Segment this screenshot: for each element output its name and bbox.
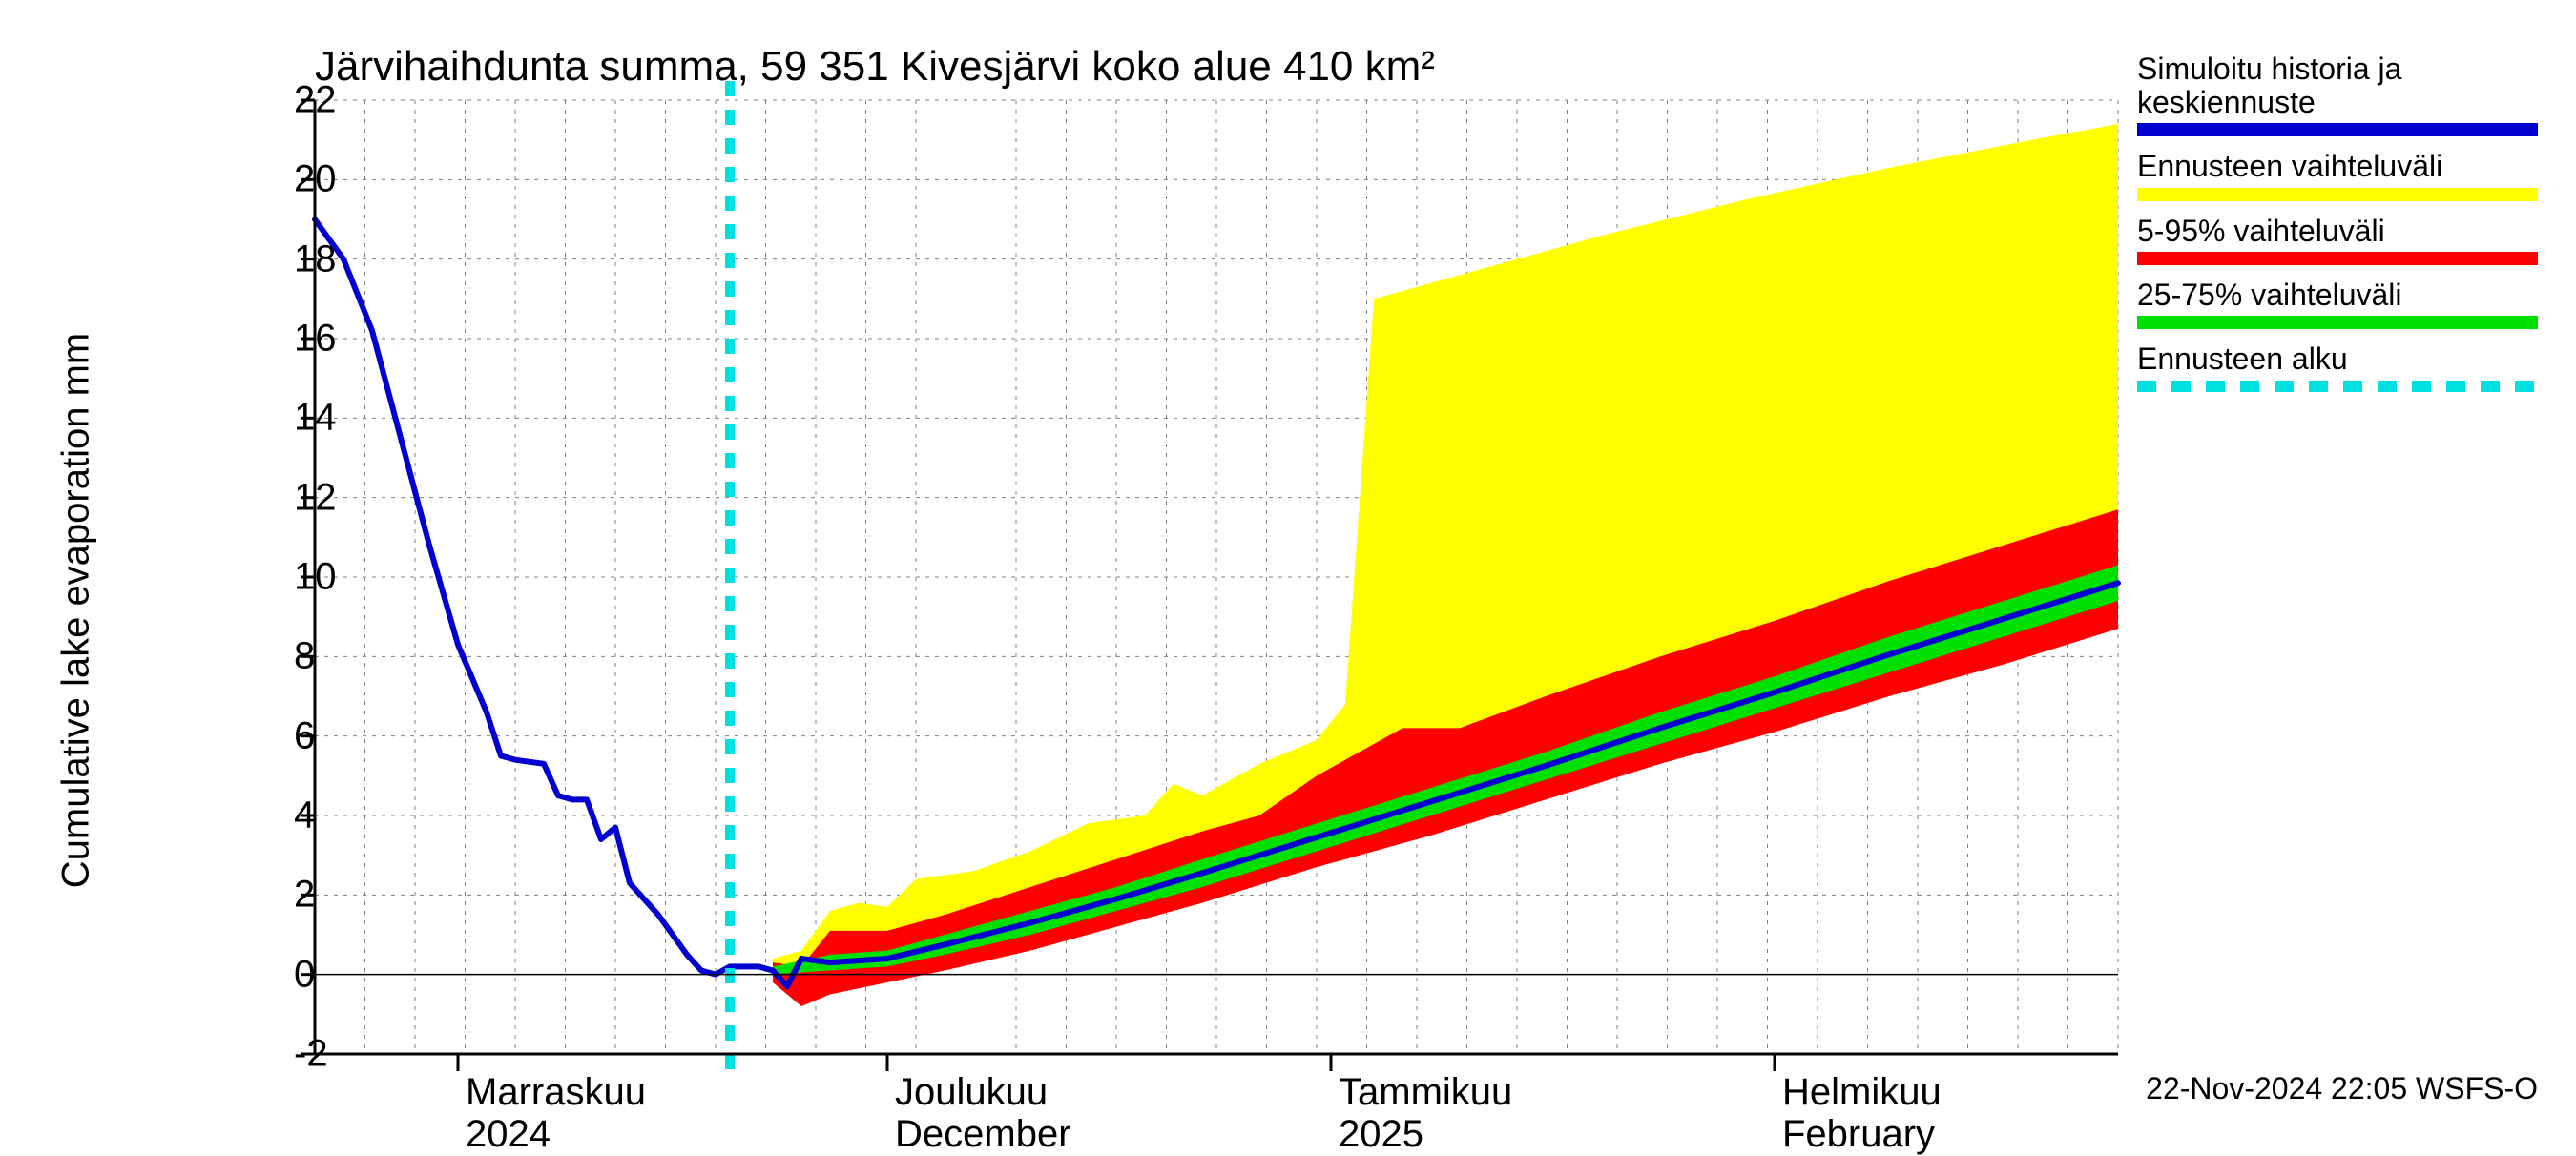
plot-area: -20246810121416182022Marraskuu2024Jouluk… (315, 100, 2118, 1054)
legend-label: 5-95% vaihteluväli (2137, 215, 2538, 248)
legend: Simuloitu historia ja keskiennuste Ennust… (2137, 52, 2538, 406)
xtick-label-bottom: February (1782, 1113, 1935, 1156)
y-axis-label: Cumulative lake evaporation mm (55, 333, 98, 888)
legend-swatch (2137, 188, 2538, 201)
xtick-label-bottom: December (895, 1113, 1071, 1156)
legend-swatch (2137, 380, 2538, 393)
legend-swatch (2137, 316, 2538, 329)
chart-page: Järvihaihdunta summa, 59 351 Kivesjärvi … (0, 0, 2576, 1145)
plot-svg (315, 100, 2118, 1054)
legend-swatch (2137, 123, 2538, 136)
xtick-label-top: Joulukuu (895, 1071, 1048, 1114)
xtick-label-top: Marraskuu (466, 1071, 646, 1114)
legend-swatch (2137, 252, 2538, 265)
xtick-label-top: Helmikuu (1782, 1071, 1942, 1114)
xtick-label-top: Tammikuu (1339, 1071, 1512, 1114)
xtick-label-bottom: 2025 (1339, 1113, 1423, 1156)
chart-title: Järvihaihdunta summa, 59 351 Kivesjärvi … (315, 43, 1435, 91)
legend-label: Simuloitu historia ja keskiennuste (2137, 52, 2538, 119)
xtick-label-bottom: 2024 (466, 1113, 551, 1156)
legend-label: 25-75% vaihteluväli (2137, 279, 2538, 312)
footer-timestamp: 22-Nov-2024 22:05 WSFS-O (2146, 1071, 2538, 1106)
legend-label: Ennusteen alku (2137, 342, 2538, 376)
legend-label: Ennusteen vaihteluväli (2137, 150, 2538, 183)
